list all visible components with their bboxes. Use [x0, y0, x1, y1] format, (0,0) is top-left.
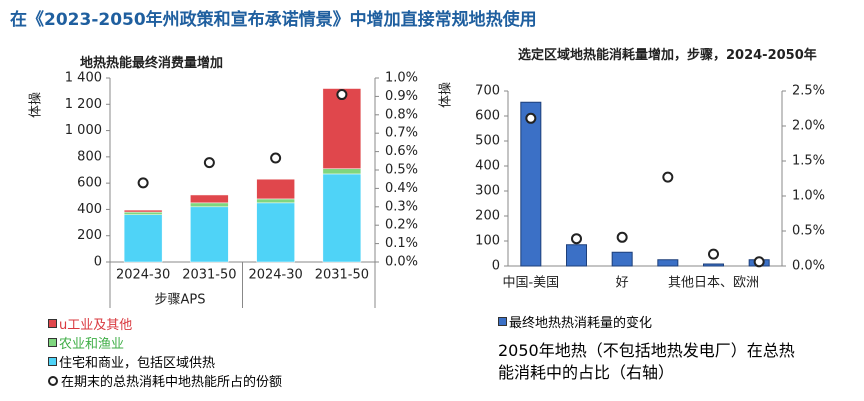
x-tick-label: 好: [616, 276, 629, 291]
bar: [611, 251, 633, 267]
x-tick-label: 其他日本、欧洲: [668, 276, 759, 291]
y2-tick-label: 0.8%: [385, 107, 418, 122]
y2-tick-label: 0.5%: [385, 163, 418, 178]
y2-tick-label: 0.0%: [792, 259, 825, 274]
y-tick-label: 500: [475, 134, 500, 149]
legend: u工业及其他 农业和渔业住宅和商业，包括区域供热在期末的总热消耗中地热能所占的份额: [48, 314, 282, 390]
y-tick-label: 1 000: [65, 123, 102, 138]
bar: [256, 202, 295, 263]
legend: 最终地热热消耗量的变化 2050年地热（不包括地热发电厂）在总热能消耗中的占比（右…: [498, 312, 798, 384]
bar: [566, 244, 587, 267]
bar: [190, 206, 229, 263]
bar: [322, 168, 362, 175]
y2-tick-label: 0.0%: [385, 255, 418, 270]
chart-title: 选定区域地热能消耗量增加，步骤，2024-2050年: [518, 48, 817, 63]
y-tick-label: 100: [475, 234, 500, 249]
x-group-label: 步骤APS: [155, 293, 206, 308]
x-tick-label: 2024-30: [116, 268, 170, 283]
y2-tick-label: 0.3%: [385, 199, 418, 214]
chart-title: 地热热能最终消费量增加: [80, 56, 224, 71]
y-tick-label: 0: [94, 255, 102, 270]
y2-tick-label: 0.4%: [385, 181, 418, 196]
y2-tick-label: 0.5%: [792, 224, 825, 239]
x-tick-label: 中国-美国: [502, 276, 559, 291]
page-title: 在《2023-2050年州政策和宣布承诺情景》中增加直接常规地热使用: [10, 10, 537, 30]
legend-label: 在期末的总热消耗中地热能所占的份额: [61, 375, 283, 390]
legend-label: 2050年地热（不包括地热发电厂）在总热能消耗中的占比（右轴）: [498, 341, 795, 382]
legend-item: 2050年地热（不包括地热发电厂）在总热能消耗中的占比（右轴）: [498, 340, 798, 384]
y-tick-label: 300: [475, 184, 500, 199]
y-tick-label: 600: [475, 109, 500, 124]
marker: [525, 112, 537, 124]
y2-tick-label: 2.0%: [792, 119, 825, 134]
bar: [703, 263, 724, 267]
bar: [657, 259, 679, 267]
y2-tick-label: 0.7%: [385, 126, 418, 141]
legend-label: 住宅和商业，包括区域供热: [59, 356, 216, 371]
y2-tick-label: 2.5%: [792, 84, 825, 99]
marker: [571, 233, 582, 245]
x-tick-label: 2024-30: [248, 268, 302, 283]
y-tick-label: 400: [77, 202, 102, 217]
y-tick-label: 200: [77, 228, 102, 243]
legend-swatch: [48, 319, 57, 328]
legend-label: 最终地热热消耗量的变化: [509, 316, 653, 331]
y2-tick-label: 1.0%: [385, 71, 418, 86]
legend-item: 在期末的总热消耗中地热能所占的份额: [48, 371, 282, 390]
legend-item: 农业和渔业: [48, 333, 282, 352]
y-tick-label: 400: [475, 159, 500, 174]
legend-item: u工业及其他: [48, 314, 282, 333]
x-tick-label: 2031-50: [315, 268, 369, 283]
bar: [123, 214, 163, 263]
y2-tick-label: 0.9%: [385, 89, 418, 104]
y-tick-label: 200: [475, 209, 500, 224]
y2-tick-label: 0.6%: [385, 144, 418, 159]
legend-swatch: [498, 317, 507, 326]
marker: [336, 89, 348, 101]
y-tick-label: 1 200: [65, 97, 102, 112]
legend-item: 住宅和商业，包括区域供热: [48, 352, 282, 371]
legend-label: 农业和渔业: [59, 337, 125, 352]
bar: [123, 211, 163, 215]
y2-tick-label: 0.1%: [385, 236, 418, 251]
legend-label: u工业及其他: [59, 318, 133, 333]
legend-swatch: [48, 357, 57, 366]
marker: [203, 157, 215, 169]
y-axis-label: 体操: [438, 82, 454, 108]
bar: [256, 198, 295, 204]
x-tick-label: 2031-50: [182, 268, 236, 283]
y-axis-label: 体操: [28, 92, 44, 118]
legend-marker: [48, 375, 58, 386]
marker: [753, 256, 765, 268]
y-tick-label: 0: [492, 259, 500, 274]
y2-tick-label: 0.2%: [385, 218, 418, 233]
bar: [190, 194, 229, 204]
y2-tick-label: 1.0%: [792, 189, 825, 204]
y2-tick-label: 1.5%: [792, 154, 825, 169]
y-tick-label: 800: [77, 149, 102, 164]
bar: [256, 178, 295, 200]
bar: [520, 101, 542, 267]
marker: [708, 248, 719, 260]
marker: [616, 231, 628, 243]
marker: [270, 152, 282, 164]
marker: [662, 171, 674, 183]
bar: [322, 173, 362, 263]
legend-item: 最终地热热消耗量的变化: [498, 312, 798, 331]
y-tick-label: 700: [475, 84, 500, 99]
legend-swatch: [48, 338, 57, 347]
bar: [322, 88, 362, 169]
y-tick-label: 600: [77, 176, 102, 191]
y-tick-label: 1 400: [65, 71, 102, 86]
bar: [190, 202, 229, 208]
marker: [137, 177, 149, 189]
bar: [123, 209, 163, 213]
